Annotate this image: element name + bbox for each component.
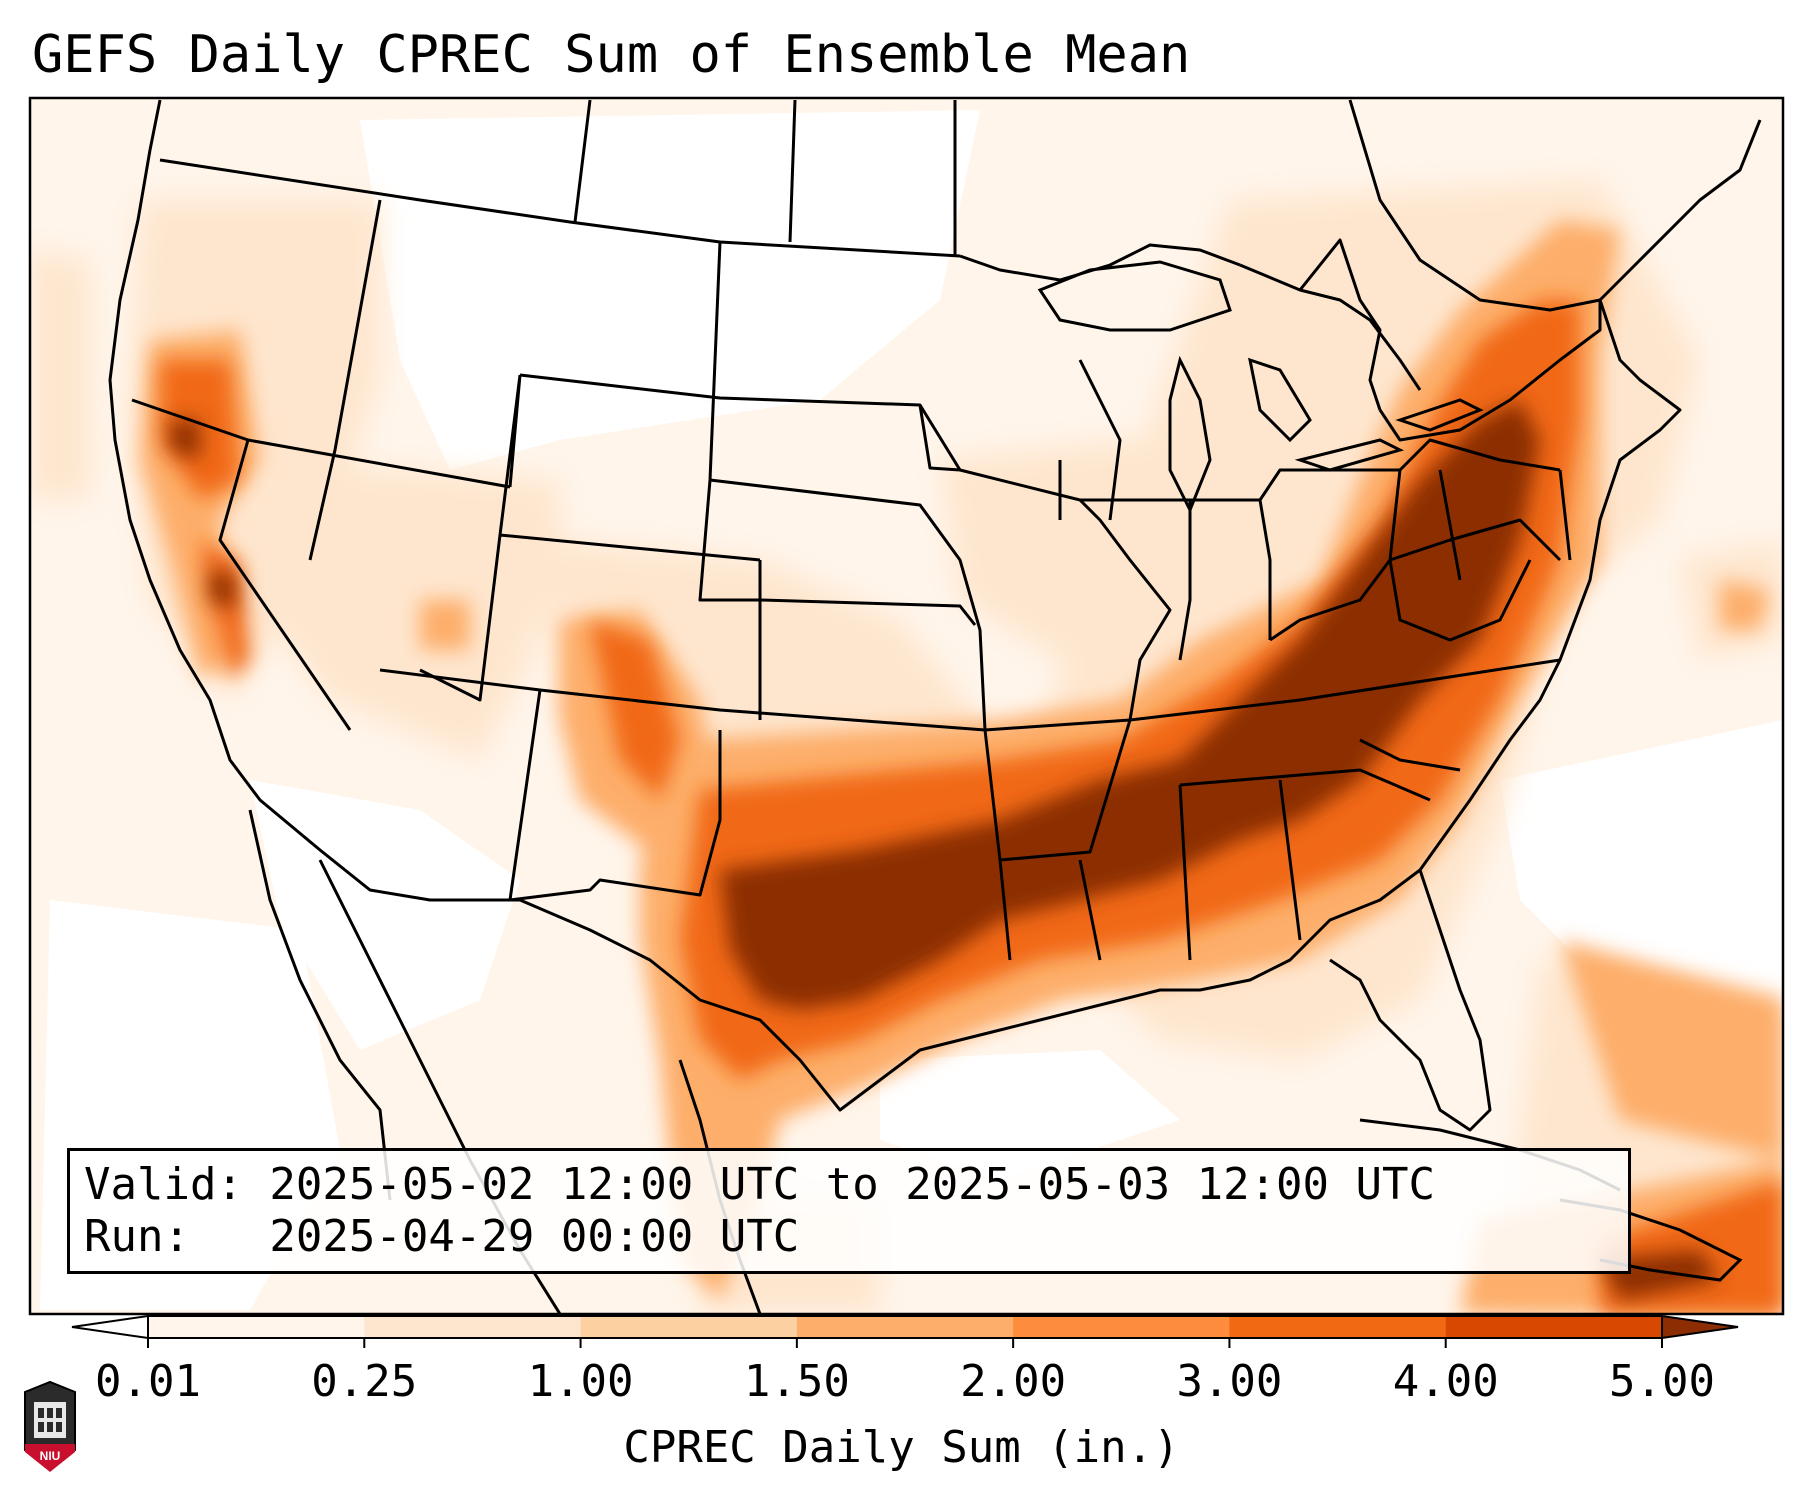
map-frame — [28, 96, 1785, 1316]
colorbar-label: CPREC Daily Sum (in.) — [623, 1422, 1180, 1473]
colorbar-tick-label: 0.25 — [311, 1356, 418, 1407]
colorbar-tick-label: 1.00 — [527, 1356, 634, 1407]
great-lakes — [1037, 260, 1484, 514]
valid-run-infobox: Valid: 2025-05-02 12:00 UTC to 2025-05-0… — [67, 1148, 1631, 1274]
us-outline — [108, 99, 1762, 1112]
colorbar-tick-label: 1.50 — [743, 1356, 850, 1407]
valid-time-text: Valid: 2025-05-02 12:00 UTC to 2025-05-0… — [84, 1159, 1436, 1210]
map-title: GEFS Daily CPREC Sum of Ensemble Mean — [32, 25, 1191, 85]
run-time-text: Run: 2025-04-29 00:00 UTC — [84, 1211, 800, 1262]
colorbar-tick-label: 3.00 — [1176, 1356, 1283, 1407]
svg-text:NIU: NIU — [40, 1449, 61, 1463]
niu-logo: NIU — [24, 1380, 76, 1472]
colorbar-tick-label: 4.00 — [1392, 1356, 1499, 1407]
border-canada — [159, 158, 961, 258]
florida — [1329, 869, 1492, 1132]
colorbar-tick-label: 5.00 — [1609, 1356, 1715, 1407]
state-borders — [108, 99, 1762, 1132]
colorbar-tick-label: 0.01 — [95, 1356, 201, 1407]
colorbar-tick-label: 2.00 — [960, 1356, 1067, 1407]
